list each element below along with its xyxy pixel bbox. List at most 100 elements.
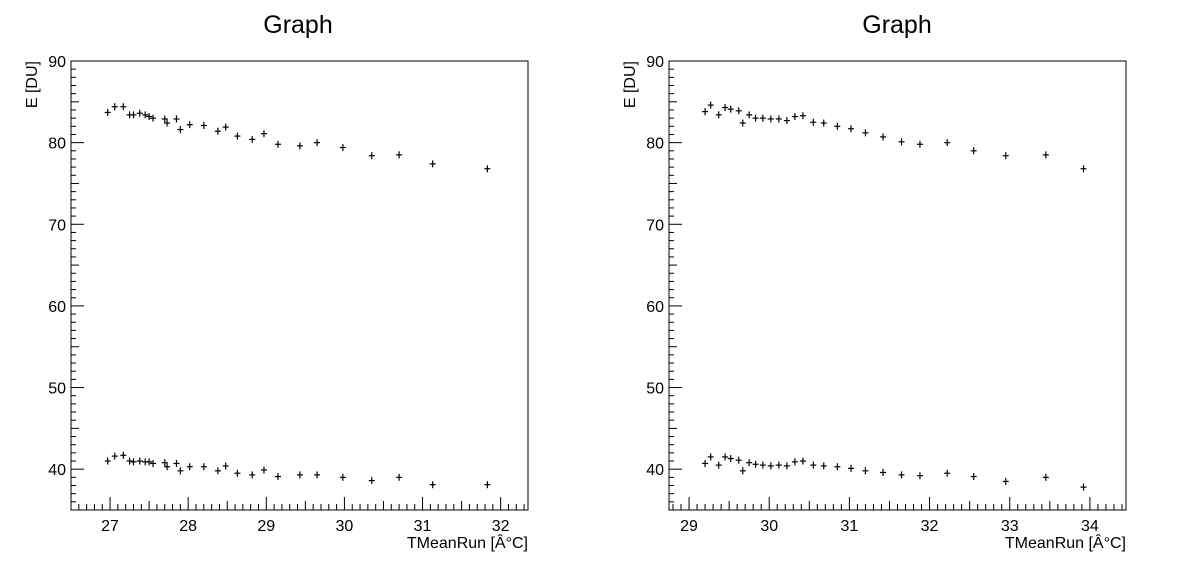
data-point (775, 461, 782, 469)
data-point (834, 122, 841, 130)
data-point (186, 121, 193, 129)
data-point (880, 133, 887, 141)
y-axis-title: E [DU] (622, 61, 639, 108)
data-point (1002, 477, 1009, 485)
x-tick-label: 30 (336, 518, 354, 535)
data-point (820, 462, 827, 470)
data-point (834, 463, 841, 471)
data-point (944, 139, 951, 147)
data-point (161, 115, 168, 123)
data-point (752, 114, 759, 122)
data-point (161, 459, 168, 467)
data-point (177, 467, 184, 475)
data-point (104, 108, 111, 116)
data-point (249, 135, 256, 143)
data-point (234, 132, 241, 140)
x-tick-label: 32 (492, 518, 510, 535)
x-axis-title: TMeanRun [Â°C] (407, 533, 528, 552)
data-point (484, 481, 491, 489)
data-point (234, 469, 241, 477)
data-point (150, 459, 157, 467)
data-point (104, 457, 111, 465)
chart-title: Graph (263, 11, 332, 39)
data-point (200, 121, 207, 129)
data-point (275, 140, 282, 148)
data-point (368, 477, 375, 485)
data-point (746, 459, 753, 467)
data-point (136, 457, 143, 465)
data-point (111, 103, 118, 111)
x-tick-label: 31 (414, 518, 432, 535)
data-point (275, 473, 282, 481)
data-point (767, 115, 774, 123)
data-point (847, 125, 854, 133)
data-point (146, 113, 153, 121)
data-point (214, 127, 221, 135)
data-point (739, 467, 746, 475)
data-point (862, 129, 869, 137)
y-tick-label: 80 (646, 136, 664, 153)
data-point (1042, 473, 1049, 481)
chart-panel-right: Graph 29 30 31 32 33 34 40 50 60 70 80 90 TMeanRun [Â… (622, 11, 1127, 552)
data-point (339, 144, 346, 152)
data-point (1080, 165, 1087, 173)
x-tick-label: 32 (921, 518, 939, 535)
data-point (142, 111, 149, 119)
data-point (146, 458, 153, 466)
y-tick-label: 60 (646, 299, 664, 316)
data-point (260, 466, 267, 474)
x-axis-title: TMeanRun [Â°C] (1005, 533, 1126, 552)
data-point (847, 464, 854, 472)
data-point (810, 461, 817, 469)
x-tick-label: 28 (179, 518, 197, 535)
data-point (722, 104, 729, 112)
data-point (970, 147, 977, 155)
data-point (702, 459, 709, 467)
data-point (775, 115, 782, 123)
data-point (767, 462, 774, 470)
data-point (200, 463, 207, 471)
data-point (222, 123, 229, 131)
data-point (214, 467, 221, 475)
data-point (429, 481, 436, 489)
chart-panel-left: Graph 27 28 29 30 31 32 40 50 60 70 80 90 TMeanRun [Â… (24, 11, 529, 552)
data-point (752, 460, 759, 468)
data-point (339, 473, 346, 481)
data-point (735, 456, 742, 464)
data-point (715, 461, 722, 469)
data-point (783, 462, 790, 470)
data-point (177, 126, 184, 134)
data-point (296, 471, 303, 479)
data-point (727, 455, 734, 463)
data-point (944, 469, 951, 477)
data-point (735, 107, 742, 115)
data-point (916, 140, 923, 148)
data-point (715, 111, 722, 119)
data-point (707, 101, 714, 109)
data-point (173, 115, 180, 123)
y-tick-label: 40 (646, 462, 664, 479)
data-point (1080, 483, 1087, 491)
data-point (791, 113, 798, 121)
y-tick-label: 80 (48, 136, 66, 153)
data-point (799, 112, 806, 120)
data-point (130, 458, 137, 466)
data-point (429, 160, 436, 168)
data-point (120, 451, 127, 459)
data-point (260, 130, 267, 138)
data-point (164, 463, 171, 471)
data-point (396, 151, 403, 159)
data-point (368, 152, 375, 160)
y-tick-label: 70 (646, 217, 664, 234)
data-point (314, 139, 321, 147)
data-point (136, 109, 143, 117)
x-tick-label: 33 (1001, 518, 1019, 535)
data-point (314, 471, 321, 479)
data-point (130, 111, 137, 119)
data-point (898, 471, 905, 479)
x-tick-label: 30 (760, 518, 778, 535)
data-point (739, 119, 746, 127)
data-point (111, 452, 118, 460)
data-point (296, 142, 303, 150)
data-point (120, 103, 127, 111)
